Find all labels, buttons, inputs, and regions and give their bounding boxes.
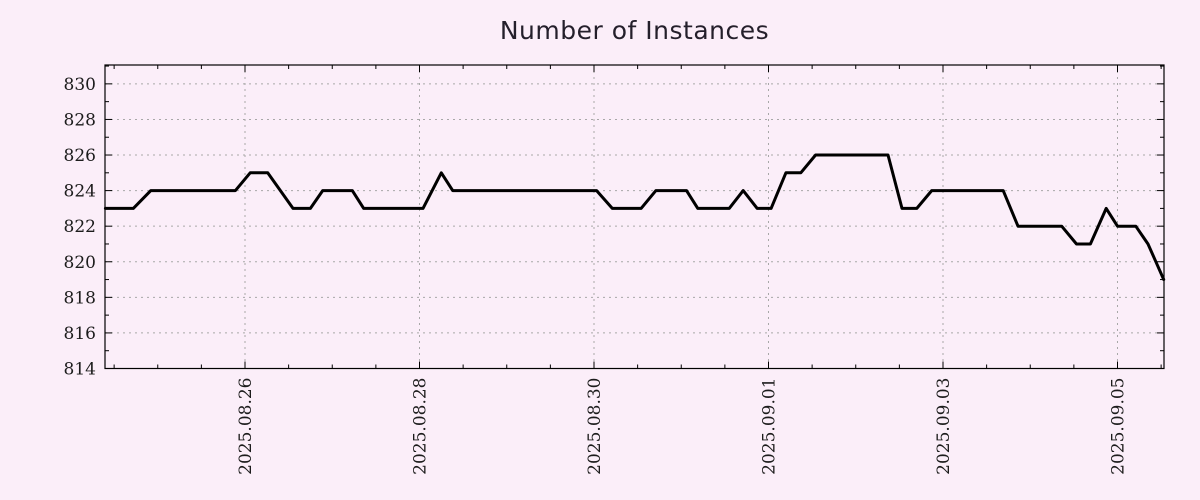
x-tick-label: 2025.09.03 [934,378,954,475]
plot-border [104,64,1165,370]
y-tick-label: 822 [64,217,96,237]
y-tick-label: 826 [64,146,96,166]
x-tick-label: 2025.08.26 [236,378,256,475]
x-tick-label: 2025.08.30 [585,378,605,475]
y-tick-label: 816 [64,324,96,344]
x-tick-label: 2025.08.28 [410,378,430,475]
x-tick-label: 2025.09.05 [1108,378,1128,475]
chart-title: Number of Instances [499,16,770,45]
y-tick-label: 830 [64,75,96,95]
series-line-instances [103,153,1166,281]
y-tick-label: 818 [64,288,96,308]
y-tick-label: 828 [64,110,96,130]
x-tick-label: 2025.09.01 [759,378,779,475]
y-tick-label: 814 [64,360,96,380]
y-tick-label: 820 [64,253,96,273]
y-tick-label: 824 [64,182,96,202]
